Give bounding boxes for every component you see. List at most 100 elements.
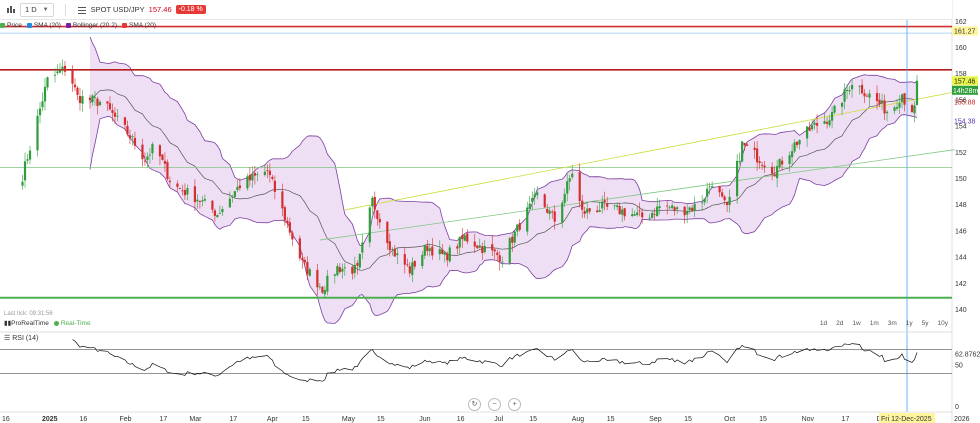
candle-body	[688, 207, 691, 211]
candle-body	[368, 207, 371, 243]
candle-body	[508, 238, 511, 264]
rsi-menu-icon[interactable]: ☰	[4, 335, 11, 342]
candle-body	[875, 92, 879, 102]
legend-swatch	[26, 22, 32, 28]
candle-body	[913, 105, 916, 114]
timeframe-select[interactable]: 1 D ▼	[20, 2, 54, 17]
candle-body	[903, 93, 906, 105]
candle-body	[251, 174, 254, 181]
candle-body	[351, 266, 354, 274]
candle-body	[238, 185, 241, 189]
x-tick-label: Apr	[267, 416, 279, 423]
period-button[interactable]: 5y	[921, 320, 929, 327]
period-button[interactable]: 10y	[937, 320, 948, 327]
candle-body	[601, 201, 604, 209]
rsi-label: ☰ RSI (14)	[4, 334, 38, 342]
candle-body	[461, 235, 464, 240]
candle-body	[126, 125, 129, 135]
candle-body	[833, 105, 836, 113]
candle-body	[423, 245, 426, 256]
candle-body	[723, 196, 726, 201]
period-button[interactable]: 1m	[869, 320, 879, 327]
candle-body	[793, 142, 796, 152]
zoom-in-icon[interactable]: +	[508, 398, 521, 411]
legend-item[interactable]: SMA (20)	[121, 22, 156, 29]
candle-body	[693, 203, 696, 212]
period-button[interactable]: 2d	[836, 320, 844, 327]
candle-body	[578, 171, 581, 201]
candle-body	[291, 232, 294, 240]
candle-body	[321, 286, 324, 293]
candle-body	[863, 93, 866, 97]
candle-body	[216, 214, 219, 218]
candle-body	[671, 205, 674, 208]
chart-type-icon[interactable]	[6, 5, 16, 15]
legend-item[interactable]: Price	[0, 22, 22, 29]
candle-body	[631, 214, 634, 216]
provider-name: ProRealTime	[11, 319, 49, 327]
candle-body	[528, 203, 531, 209]
zoom-out-icon[interactable]: −	[488, 398, 501, 411]
candle-body	[501, 261, 504, 263]
toolbar-divider	[64, 3, 66, 16]
candle-body	[163, 160, 167, 164]
y-tick-label: 144	[955, 255, 967, 262]
candle-body	[805, 126, 809, 139]
candle-body	[586, 208, 589, 213]
candle-body	[236, 186, 239, 191]
candle-body	[151, 143, 154, 154]
time-axis: 16 2025 16 Feb 17 Mar 17 Apr 15 May 15 Jun 16 Jul 15 Au…	[0, 411, 970, 423]
x-tick-label: 15	[529, 416, 537, 423]
candle-body	[178, 188, 182, 189]
candle-body	[218, 213, 222, 215]
candle-body	[316, 269, 319, 288]
last-price: 157.46	[148, 5, 172, 14]
candle-body	[141, 144, 144, 160]
candle-body	[63, 65, 67, 72]
provider-status: ▮▮ ProRealTime Real-Time	[4, 319, 91, 328]
candle-body	[376, 210, 379, 219]
candle-body	[41, 101, 44, 108]
candle-body	[883, 100, 886, 114]
candle-body	[483, 245, 486, 253]
candle-body	[213, 210, 217, 216]
candle-body	[406, 264, 409, 266]
period-button[interactable]: 1w	[852, 320, 861, 327]
y-tick-label: 146	[955, 228, 967, 235]
candle-body	[463, 235, 466, 241]
candle-body	[581, 200, 584, 210]
candle-body	[706, 188, 709, 197]
candle-body	[231, 196, 234, 198]
reset-zoom-icon[interactable]: ↻	[468, 398, 481, 411]
candle-body	[668, 207, 671, 209]
candle-body	[161, 154, 164, 160]
candle-body	[561, 202, 564, 223]
settings-icon[interactable]	[77, 5, 87, 15]
x-tick-label: Feb	[119, 416, 131, 423]
candle-body	[421, 254, 424, 267]
candle-body	[701, 202, 704, 204]
x-tick-label: 15	[684, 416, 692, 423]
period-button[interactable]: 3m	[887, 320, 897, 327]
instrument-name[interactable]: SPOT USD/JPY	[90, 5, 145, 14]
candle-body	[288, 222, 291, 233]
candle-body	[513, 231, 516, 243]
period-button[interactable]: 1d	[819, 320, 828, 327]
candle-body	[371, 197, 374, 207]
period-button[interactable]: 1y	[905, 320, 913, 327]
legend-item[interactable]: Bollinger (20 2)	[65, 22, 117, 29]
candle-body	[353, 264, 356, 273]
candle-body	[531, 197, 534, 202]
y-tick-label: 158	[955, 71, 967, 78]
x-tick-label: 15	[759, 416, 767, 423]
candle-body	[271, 176, 274, 179]
candle-body	[46, 77, 49, 88]
candle-body	[183, 190, 187, 196]
candle-body	[443, 252, 446, 255]
candle-body	[263, 171, 266, 175]
candle-body	[788, 155, 791, 164]
legend-item[interactable]: SMA (20)	[26, 22, 61, 29]
candle-body	[526, 207, 529, 232]
candle-body	[446, 253, 449, 261]
